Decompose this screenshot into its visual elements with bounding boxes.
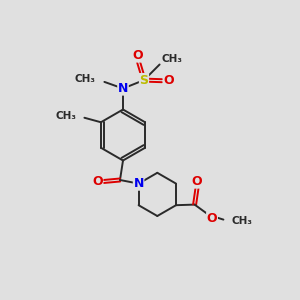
Text: S: S [140,74,148,87]
Text: O: O [207,212,217,226]
Text: O: O [92,175,103,188]
Text: CH₃: CH₃ [55,111,76,121]
Text: O: O [133,49,143,62]
Text: O: O [192,175,202,188]
Text: CH₃: CH₃ [232,216,253,226]
Text: N: N [118,82,128,95]
Text: CH₃: CH₃ [162,54,183,64]
Text: N: N [134,177,144,190]
Text: O: O [163,74,174,87]
Text: CH₃: CH₃ [74,74,95,84]
